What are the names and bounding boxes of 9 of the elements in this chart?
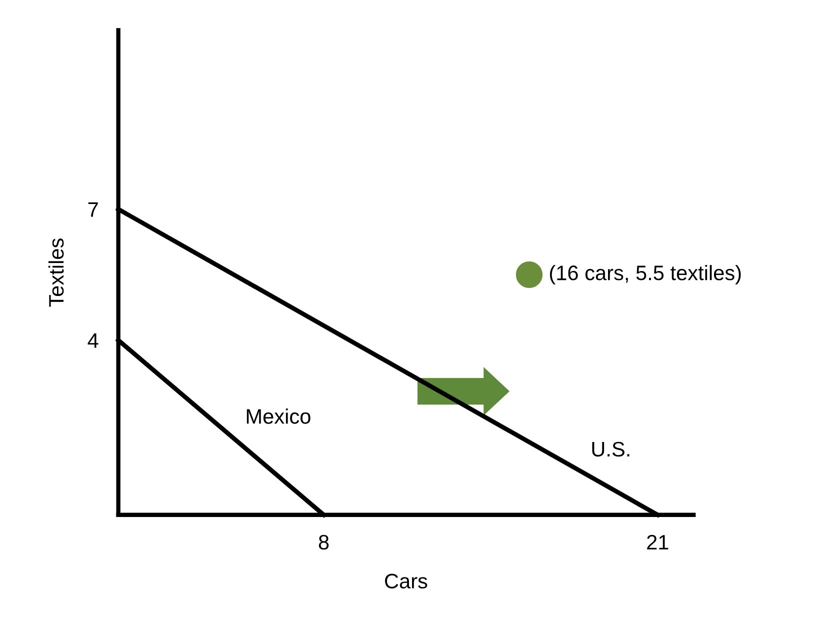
series-label: U.S.	[592, 442, 630, 457]
annotation: (16 cars, 5.5 textiles)	[550, 265, 741, 284]
x-tick-label: 8	[318, 534, 329, 550]
y-tick-label: 7	[88, 202, 98, 217]
series-label: Mexico	[246, 408, 310, 424]
x-tick-label: 21	[647, 534, 668, 550]
x-axis-title: Cars	[385, 574, 428, 588]
y-tick-label: 4	[88, 333, 98, 348]
y-axis-title: Textiles	[48, 238, 64, 307]
